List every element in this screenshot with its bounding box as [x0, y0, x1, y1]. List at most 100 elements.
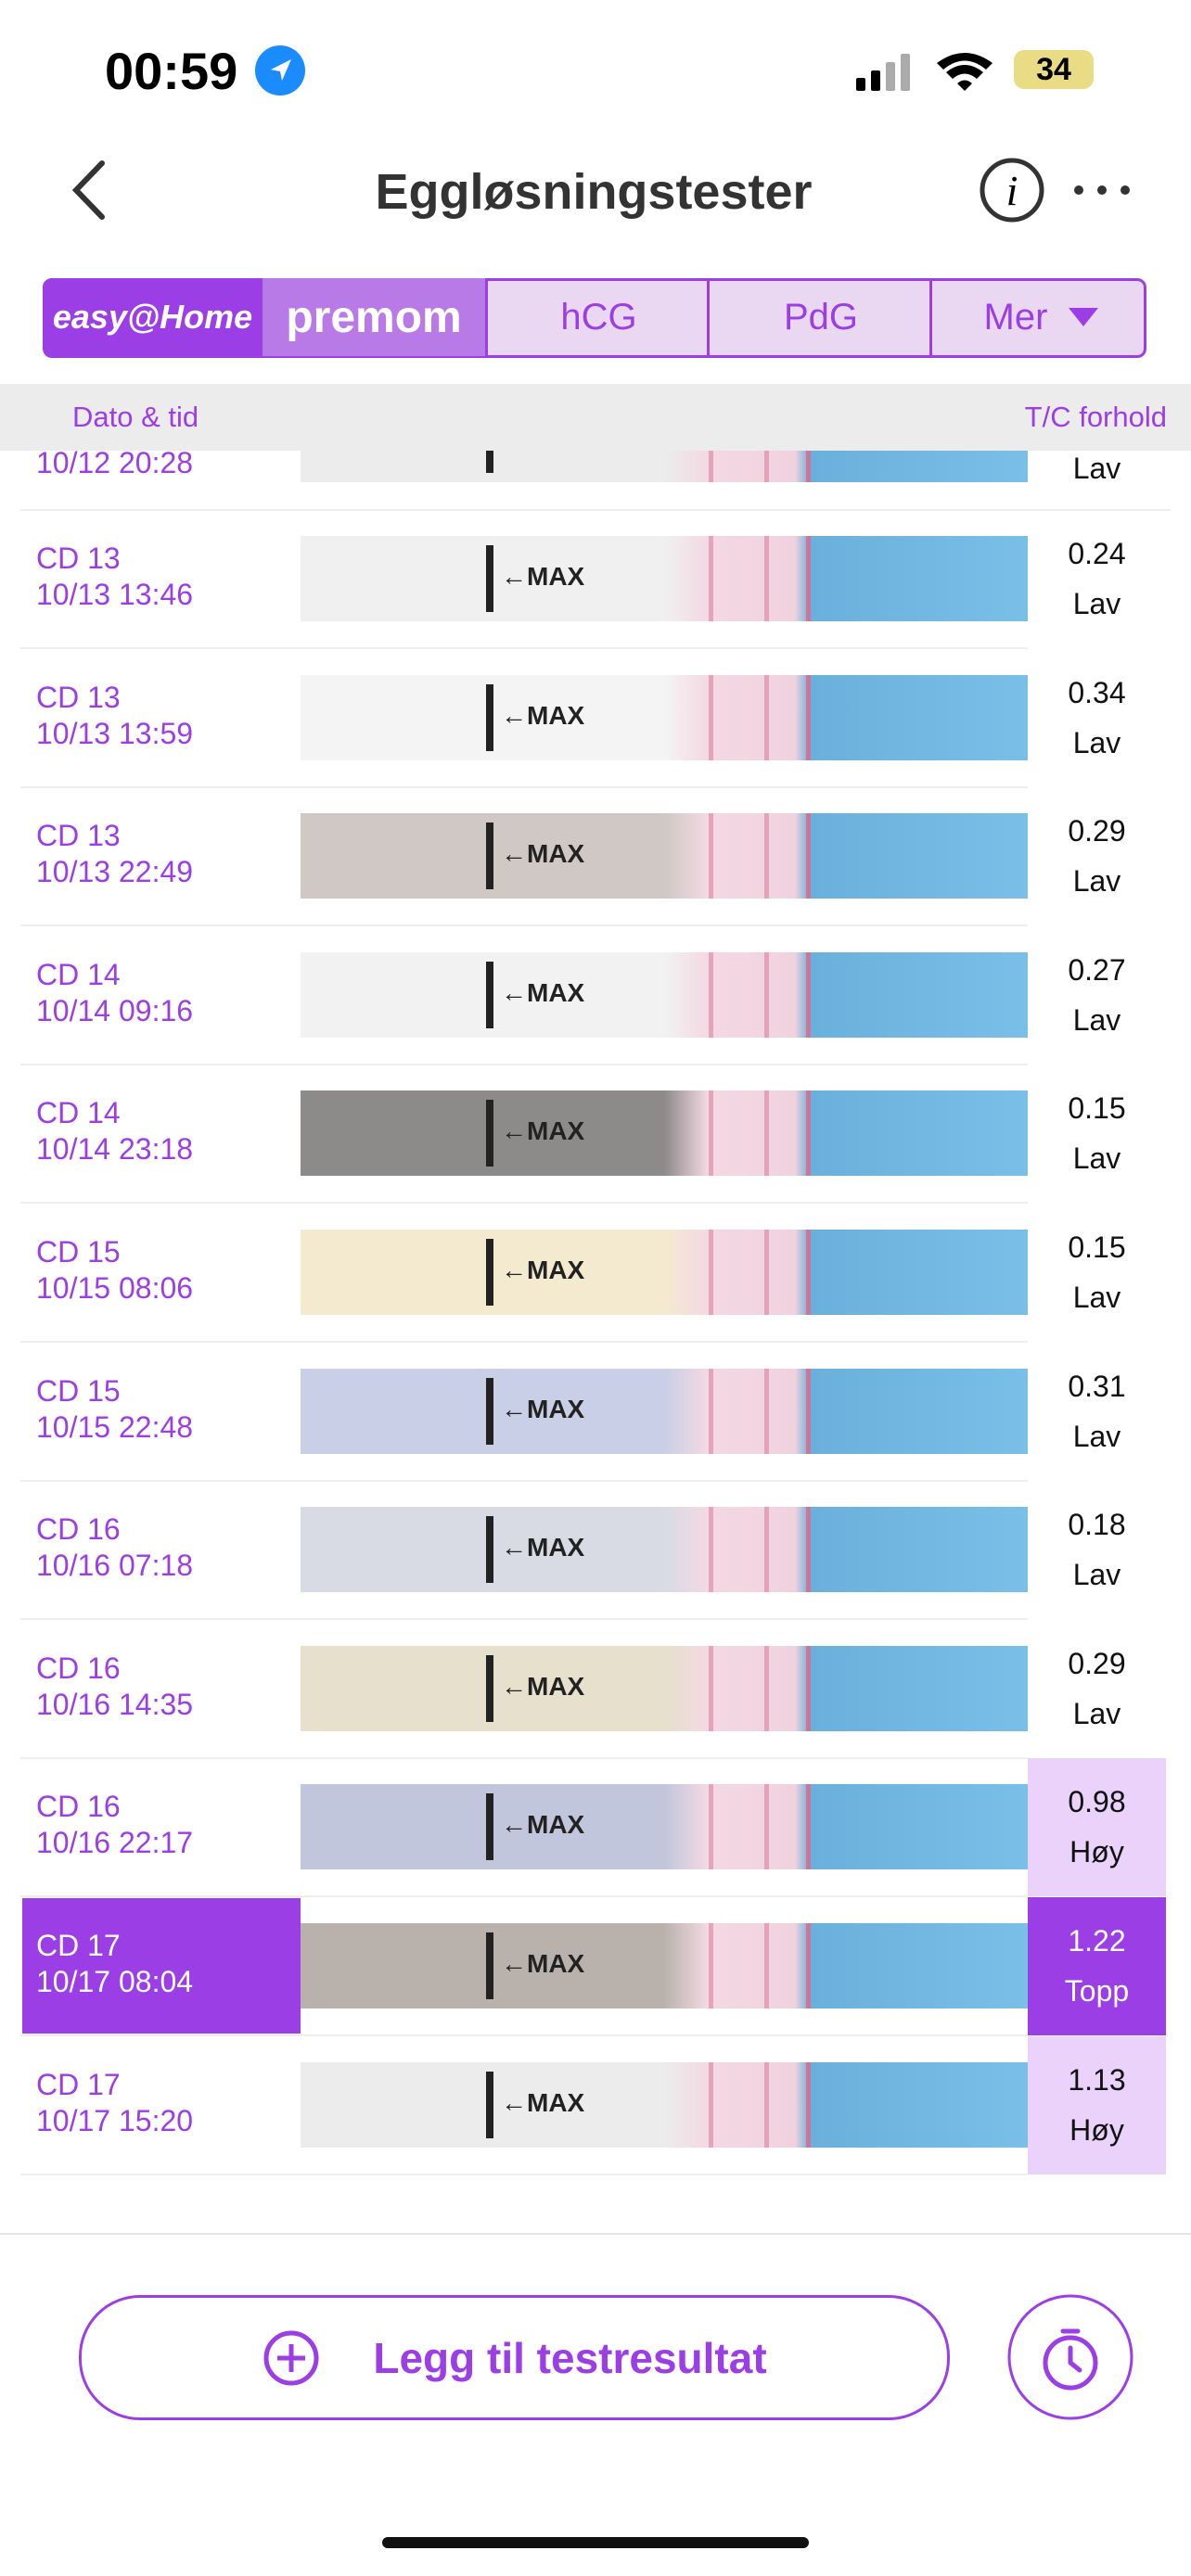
- result-highlight: [1028, 2035, 1166, 2174]
- tab-brand[interactable]: easy@Home: [43, 278, 263, 356]
- level: Høy: [1069, 2112, 1124, 2147]
- signal-wifi: [856, 53, 992, 91]
- test-strip-image: ←MAX: [301, 2061, 1028, 2148]
- battery: 34: [1014, 50, 1094, 89]
- strip-line: [764, 1507, 769, 1593]
- date-time: 10/15 22:48: [36, 1409, 194, 1444]
- level: Lav: [1072, 1696, 1121, 1730]
- more-button[interactable]: [1071, 181, 1133, 199]
- row-divider: [20, 1618, 1028, 1621]
- strip-line: [806, 1368, 811, 1454]
- tc-ratio: 0.34: [1068, 675, 1126, 709]
- column-label: Dato & tid: [72, 401, 199, 433]
- cycle-day: CD 14: [36, 957, 121, 991]
- tab-premom[interactable]: premom: [263, 278, 485, 356]
- tab[interactable]: PdG: [707, 278, 932, 356]
- strip-line: [764, 813, 769, 899]
- row-divider: [20, 1479, 1028, 1482]
- row-divider: [20, 1063, 1028, 1065]
- test-strip-image: ←MAX: [301, 674, 1028, 760]
- cycle-day: CD 13: [36, 680, 121, 714]
- date-time: 10/15 08:06: [36, 1271, 194, 1305]
- date-time: 10/12 20:28: [36, 451, 194, 479]
- selected-cell: [22, 1898, 301, 2034]
- row-divider: [20, 2173, 1028, 2175]
- tc-ratio: 0.15: [1068, 1091, 1126, 1126]
- clock: 00:59: [105, 42, 238, 100]
- level: Lav: [1072, 587, 1121, 620]
- strip-line: [764, 1645, 769, 1731]
- strip-mark: [486, 1239, 493, 1306]
- strip-mark: [486, 1932, 493, 1999]
- test-strip-image: ←MAX: [301, 1507, 1028, 1593]
- row-divider: [20, 647, 1028, 649]
- strip-line: [806, 1507, 811, 1593]
- cycle-day: CD 16: [36, 1790, 121, 1824]
- strip-text: ←MAX: [501, 1533, 585, 1562]
- test-strip-image: ←MAX: [301, 1368, 1028, 1454]
- cycle-day: CD 15: [36, 1373, 121, 1408]
- date-time: 10/17 15:20: [36, 2103, 194, 2137]
- level: Høy: [1069, 1835, 1124, 1869]
- strip-text: ←MAX: [501, 977, 585, 1007]
- strip-mark: [486, 683, 493, 751]
- strip-line: [709, 951, 713, 1038]
- strip-text: ←MAX: [501, 451, 584, 453]
- strip-text: ←MAX: [501, 1256, 585, 1284]
- strip-text: ←MAX: [501, 2087, 585, 2117]
- date-time: 10/13 22:49: [36, 855, 194, 889]
- strip-text: ←MAX: [501, 1116, 585, 1146]
- strip-mark: [486, 961, 493, 1028]
- level: Lav: [1072, 864, 1121, 899]
- tab[interactable]: hCG: [485, 278, 710, 356]
- date-time: 10/16 07:18: [36, 1549, 194, 1583]
- info-button[interactable]: i: [979, 157, 1045, 223]
- strip-line: [764, 1090, 769, 1177]
- column-header: [0, 384, 1191, 451]
- strip-line: [709, 813, 713, 899]
- strip-line: [709, 674, 713, 760]
- strip-line: [764, 1784, 769, 1870]
- cycle-day: CD 17: [36, 1929, 121, 1962]
- level: Lav: [1072, 1002, 1121, 1037]
- test-strip-image: ←MAX: [301, 1923, 1028, 2009]
- page-title: Eggløsningstester: [375, 164, 813, 220]
- level: Topp: [1064, 1974, 1130, 2008]
- strip-mark: [486, 1377, 493, 1445]
- strip-line: [764, 1923, 769, 2009]
- strip-line: [806, 1230, 811, 1315]
- strip-line: [806, 951, 811, 1038]
- strip-mark: [486, 451, 493, 473]
- cycle-day: CD 13: [36, 819, 121, 853]
- row-divider: [20, 2034, 1028, 2036]
- back-button[interactable]: [65, 158, 121, 223]
- row-divider: [20, 509, 1171, 511]
- date-time: 10/16 22:17: [36, 1826, 194, 1860]
- strip-line: [764, 2061, 769, 2148]
- strip-mark: [486, 1793, 493, 1861]
- cycle-day: CD 14: [36, 1096, 121, 1130]
- strip-line: [806, 2061, 811, 2148]
- strip-text: ←MAX: [501, 1394, 585, 1423]
- strip-line: [709, 1368, 713, 1454]
- result-highlight: [1028, 1897, 1166, 2035]
- timer-button[interactable]: [1005, 2292, 1135, 2422]
- date-time: 10/13 13:46: [36, 578, 194, 611]
- strip-mark: [486, 1654, 493, 1722]
- add-result-button[interactable]: Legg til testresultat: [79, 2295, 950, 2420]
- strip-mark: [486, 545, 493, 612]
- level: Lav: [1072, 1419, 1121, 1453]
- tc-ratio: 0.31: [1068, 1369, 1126, 1403]
- strip-text: ←MAX: [501, 839, 585, 869]
- strip-line: [806, 813, 811, 899]
- cycle-day: CD 17: [36, 2067, 121, 2101]
- strip-line: [709, 1507, 713, 1593]
- date-time: 10/13 13:59: [36, 716, 194, 750]
- strip-line: [709, 1923, 713, 2009]
- tab[interactable]: Mer: [929, 278, 1099, 356]
- tc-ratio: 0.29: [1068, 814, 1126, 848]
- test-strip-image: ←MAX: [301, 813, 1028, 899]
- strip-line: [709, 451, 713, 482]
- strip-line: [709, 2061, 713, 2148]
